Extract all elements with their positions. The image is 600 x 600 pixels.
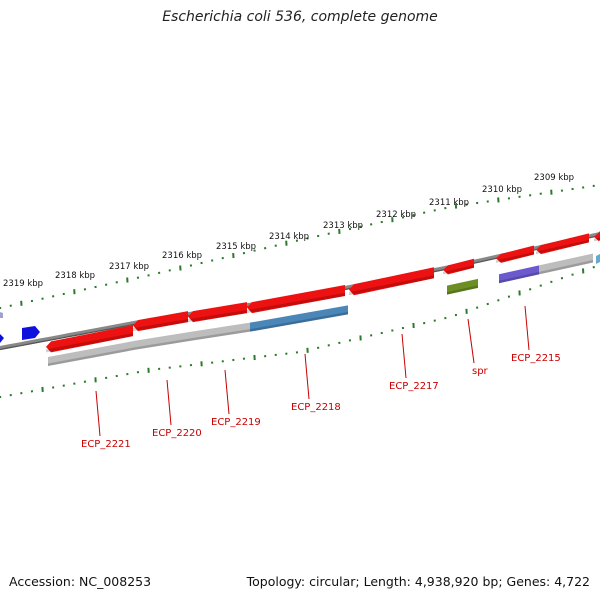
cds-arrow xyxy=(133,311,188,332)
gene-leader-line xyxy=(224,369,230,415)
scale-label: 2315 kbp xyxy=(216,242,256,252)
scale-label: 2316 kbp xyxy=(162,251,202,261)
scale-label: 2318 kbp xyxy=(55,271,95,281)
gene-label-ECP_2220: ECP_2220 xyxy=(152,428,202,439)
cds-arrow xyxy=(496,245,534,263)
gene-leader-line xyxy=(166,379,172,426)
gene-bar xyxy=(191,322,250,341)
backbone-line xyxy=(0,232,600,350)
gene-bar xyxy=(135,331,191,350)
gene-bar xyxy=(48,340,135,367)
cds-arrow xyxy=(443,258,474,275)
scale-label: 2311 kbp xyxy=(429,198,469,208)
gene-bar xyxy=(539,253,593,275)
scale-label: 2314 kbp xyxy=(269,232,309,242)
cds-arrow xyxy=(247,285,345,314)
scale-label: 2317 kbp xyxy=(109,262,149,272)
blue-feature xyxy=(0,254,600,343)
inner-scale-ticks xyxy=(0,266,595,399)
cds-arrow xyxy=(536,233,589,255)
gene-label-ECP_2217: ECP_2217 xyxy=(389,381,439,392)
gene-label-ECP_2215: ECP_2215 xyxy=(511,353,561,364)
gene-leader-line xyxy=(467,318,475,364)
gene-leader-line xyxy=(524,305,530,351)
outer-scale-ticks xyxy=(0,184,595,310)
backbone xyxy=(0,232,600,351)
scale-label: 2309 kbp xyxy=(534,173,574,183)
gene-label-spr: spr xyxy=(472,366,489,377)
gene-bar xyxy=(250,305,348,332)
gene-label-ECP_2221: ECP_2221 xyxy=(81,439,131,450)
cds-arrow xyxy=(594,231,600,242)
feature-track xyxy=(0,231,600,367)
scale-label: 2319 kbp xyxy=(3,279,43,289)
cds-arrow xyxy=(349,267,434,296)
gene-label-ECP_2218: ECP_2218 xyxy=(291,402,341,413)
gene-leader-line xyxy=(401,333,407,379)
gene-label-ECP_2219: ECP_2219 xyxy=(211,417,261,428)
gene-labels: ECP_2221 ECP_2220 ECP_2219 ECP_2218 ECP_2217… xyxy=(81,305,561,450)
gene-leader-line xyxy=(95,390,101,437)
map-title: Escherichia coli 536, complete genome xyxy=(162,9,438,25)
accession-text: Accession: NC_008253 xyxy=(9,574,152,589)
scale-label: 2313 kbp xyxy=(323,221,363,231)
gene-bar xyxy=(447,278,478,295)
scale-label: 2310 kbp xyxy=(482,185,522,195)
cds-arrow xyxy=(188,302,247,323)
scale-labels: 2319 kbp 2318 kbp 2317 kbp 2316 kbp 2315 kbp… xyxy=(3,173,574,289)
topology-text: Topology: circular; Length: 4,938,920 bp… xyxy=(246,574,590,589)
cds-arrow xyxy=(46,325,133,353)
scale-label: 2312 kbp xyxy=(376,210,416,220)
gene-bar xyxy=(499,265,539,284)
gene-leader-line xyxy=(304,353,310,400)
